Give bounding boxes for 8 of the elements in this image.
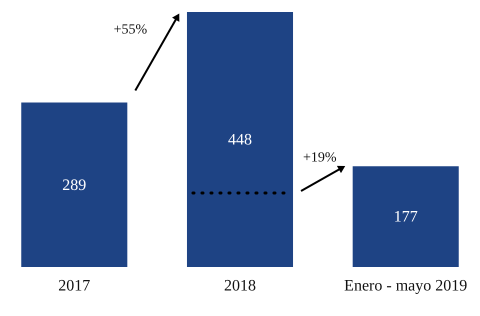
data-label: 448 xyxy=(228,132,252,148)
data-label: 177 xyxy=(394,208,418,226)
data-label: 289 xyxy=(62,176,86,194)
x-tick-label: 2018 xyxy=(224,278,256,294)
x-tick-label: Enero - mayo 2019 xyxy=(344,278,468,294)
x-tick-label: 2017 xyxy=(58,278,90,294)
annotation: +19% xyxy=(303,150,337,166)
annotation: +55% xyxy=(114,22,148,38)
